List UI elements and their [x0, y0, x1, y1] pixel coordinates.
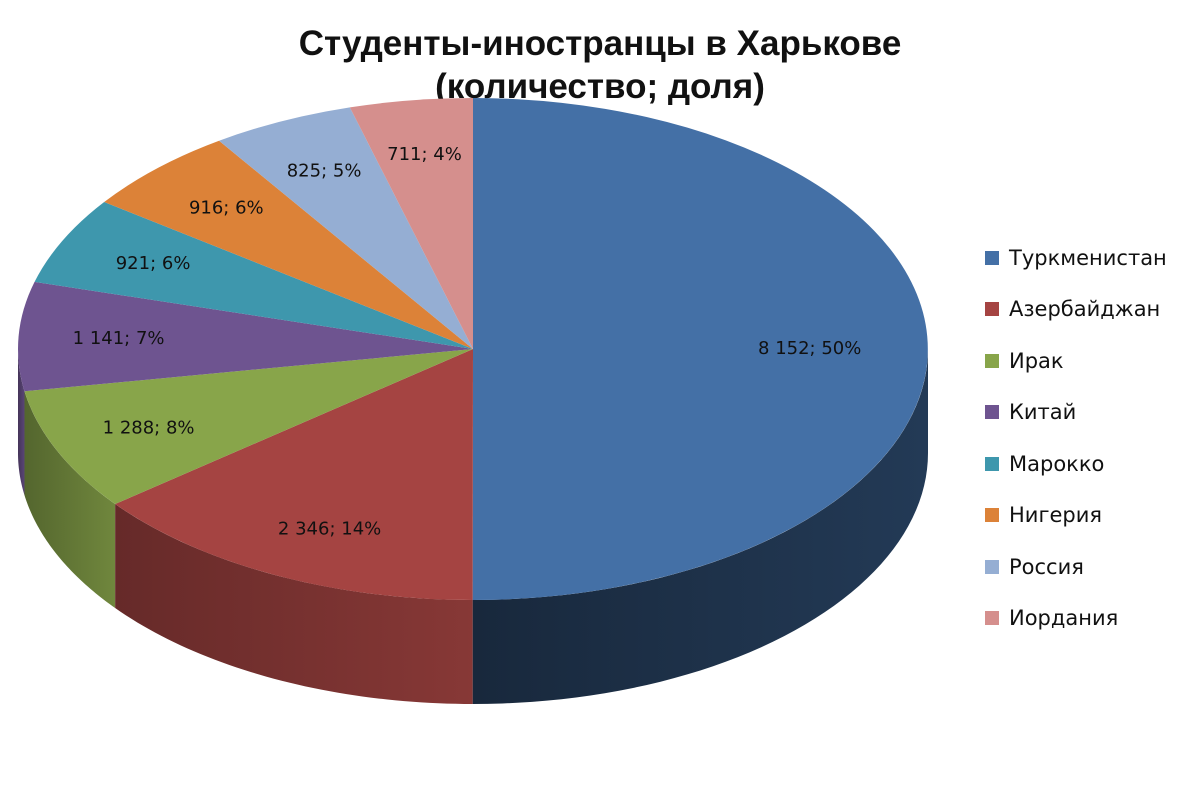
legend-swatch-5: [985, 508, 999, 523]
data-label-3: 1 141; 7%: [73, 328, 165, 349]
legend-item-3: Китай: [985, 387, 1195, 439]
legend-item-0: Туркменистан: [985, 232, 1195, 284]
chart-legend: Туркменистан Азербайджан Ирак Китай Марокко Н…: [985, 232, 1195, 644]
pie-tops: [18, 98, 928, 600]
pie-side-1: [115, 504, 473, 704]
data-label-0: 8 152; 50%: [758, 338, 861, 359]
legend-item-7: Иордания: [985, 593, 1195, 645]
legend-label-5: Нигерия: [1009, 503, 1103, 528]
pie-slice-5: [104, 140, 474, 349]
legend-swatch-6: [985, 559, 999, 574]
legend-swatch-3: [985, 405, 999, 420]
pie-slice-6: [219, 107, 473, 350]
pie-side-2: [24, 391, 116, 609]
legend-swatch-0: [985, 250, 999, 265]
pie-slice-4: [34, 202, 474, 349]
legend-label-1: Азербайджан: [1009, 297, 1161, 322]
data-label-4: 921; 6%: [116, 253, 191, 274]
data-label-2: 1 288; 8%: [103, 417, 195, 438]
data-label-6: 825; 5%: [287, 160, 362, 181]
legend-swatch-4: [985, 456, 999, 471]
pie-labels: 8 152; 50% 2 346; 14% 1 288; 8% 1 141; 7% 92…: [73, 144, 862, 539]
pie-slice-1: [115, 349, 474, 600]
legend-label-0: Туркменистан: [1009, 245, 1167, 270]
legend-label-3: Китай: [1009, 400, 1077, 425]
pie-slice-7: [349, 98, 473, 349]
legend-item-6: Россия: [985, 541, 1195, 593]
chart-title: Студенты-иностранцы в Харькове (количест…: [0, 22, 1200, 108]
pie-sides: [18, 349, 928, 704]
legend-item-2: Ирак: [985, 335, 1195, 387]
legend-label-7: Иордания: [1009, 606, 1119, 631]
legend-label-2: Ирак: [1009, 348, 1064, 373]
legend-label-4: Марокко: [1009, 451, 1105, 476]
data-label-7: 711; 4%: [387, 144, 462, 165]
legend-item-5: Нигерия: [985, 490, 1195, 542]
legend-swatch-2: [985, 353, 999, 368]
pie-slice-0: [472, 98, 928, 600]
legend-swatch-1: [985, 302, 999, 317]
pie-slice-3: [18, 281, 474, 392]
legend-item-4: Марокко: [985, 438, 1195, 490]
pie-slice-2: [24, 349, 473, 505]
data-label-5: 916; 6%: [189, 197, 264, 218]
chart-title-line-1: Студенты-иностранцы в Харькове: [298, 24, 902, 63]
pie-side-3: [18, 349, 25, 496]
legend-item-1: Азербайджан: [985, 284, 1195, 336]
legend-label-6: Россия: [1009, 554, 1084, 579]
data-label-1: 2 346; 14%: [278, 519, 381, 540]
legend-swatch-7: [985, 611, 999, 626]
pie-side-0: [472, 349, 928, 704]
